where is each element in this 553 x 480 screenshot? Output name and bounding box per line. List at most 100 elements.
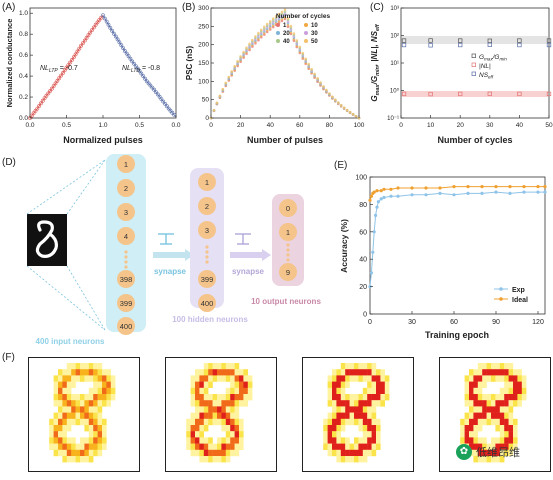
heatmap-cell: [473, 425, 478, 432]
panel-a-point: [93, 22, 98, 27]
heatmap-cell: [230, 375, 235, 382]
panel-e-line-exp: [369, 191, 545, 287]
heatmap-cell: [504, 406, 509, 413]
panel-b-point: [236, 59, 239, 63]
heatmap-cell: [473, 412, 478, 419]
heatmap-cell: [221, 443, 226, 450]
heatmap-cell: [340, 387, 346, 395]
panel-b-ytick: 100: [198, 78, 209, 85]
panel-e-point: [424, 186, 428, 190]
panel-b-legend-label: 20: [283, 31, 290, 37]
heatmap-cell: [367, 406, 372, 413]
heatmap-cell: [75, 394, 81, 401]
panel-a-point: [70, 58, 74, 62]
panel-e-point: [480, 191, 484, 195]
heatmap-cell: [473, 449, 478, 457]
panel-a-point: [37, 104, 42, 108]
heatmap-cell: [380, 400, 385, 407]
heatmap-cell: [464, 412, 470, 419]
heatmap-cell: [225, 449, 231, 457]
heatmap-cell: [504, 369, 509, 376]
heatmap-cell: [217, 443, 222, 450]
heatmap-cell: [230, 400, 235, 407]
heatmap-cell: [97, 375, 103, 382]
heatmap-cell: [371, 443, 377, 450]
panel-c-ytick: 10⁻¹: [387, 116, 399, 122]
heatmap-cell: [195, 381, 200, 388]
panel-c-ytick: 10¹: [390, 61, 399, 67]
panel-a-point: [124, 51, 129, 56]
panel-b-point: [280, 10, 284, 14]
heatmap-cell: [53, 449, 59, 457]
heatmap-cell: [336, 375, 341, 382]
input-node-label: 1: [124, 160, 128, 169]
heatmap-cell: [225, 412, 231, 419]
panel-a-point: [62, 68, 67, 73]
heatmap-cell: [102, 418, 107, 426]
heatmap-cell: [362, 449, 368, 457]
heatmap-cell: [491, 406, 496, 413]
heatmap-cell: [354, 456, 359, 463]
panel-b-point: [239, 55, 242, 58]
heatmap-cell: [58, 437, 63, 444]
heatmap-cell: [203, 394, 209, 401]
hidden-node: [198, 221, 216, 239]
heatmap-cell: [212, 443, 218, 450]
heatmap-cell: [225, 375, 231, 382]
heatmap-cell: [469, 406, 474, 413]
heatmap-cell: [225, 443, 231, 450]
heatmap-cell: [199, 381, 204, 388]
heatmap-cell: [203, 369, 209, 376]
heatmap-cell: [358, 375, 363, 382]
panel-b-point: [289, 24, 293, 28]
panel-b-point: [345, 108, 349, 112]
heatmap-cell: [491, 394, 496, 401]
heatmap-cell: [482, 412, 487, 419]
heatmap-cell: [380, 381, 385, 388]
panel-b-point: [265, 22, 269, 26]
heatmap-cell: [221, 425, 226, 432]
panel-b-point: [257, 31, 260, 35]
heatmap-cell: [239, 400, 244, 407]
heatmap-cell: [217, 394, 222, 401]
panel-a-point: [172, 113, 177, 117]
heatmap-cell: [513, 369, 518, 376]
heatmap-cell: [499, 431, 505, 438]
panel-b-xtick: 60: [296, 122, 304, 129]
heatmap-cell: [58, 443, 63, 450]
heatmap-cell: [508, 400, 514, 407]
panel-b-legend-marker: [276, 39, 280, 43]
panel-a-point: [42, 96, 47, 101]
heatmap-cell: [97, 443, 103, 450]
heatmap-cell: [75, 375, 81, 382]
panel-a-point: [46, 91, 51, 96]
heatmap-cell: [230, 443, 235, 450]
panel-a-ylabel: Normalized conductance: [5, 19, 14, 108]
panel-b-point: [271, 17, 275, 21]
heatmap-cell: [508, 449, 514, 457]
heatmap-cell: [504, 449, 509, 457]
panel-b-point: [292, 32, 296, 35]
heatmap-cell: [499, 369, 505, 376]
panel-a-point: [101, 13, 105, 18]
heatmap-cell: [340, 418, 346, 426]
panel-a-point: [104, 19, 109, 24]
heatmap-cell: [469, 437, 474, 444]
heatmap-cell: [217, 456, 222, 463]
panel-c-ylabel: Gmax/Gmin, |NL|, NSeff: [370, 23, 381, 101]
panel-a-point: [137, 69, 142, 73]
heatmap-cell: [62, 425, 67, 432]
heatmap-cell: [208, 406, 213, 413]
heatmap-cell: [349, 400, 355, 407]
heatmap-cell: [336, 387, 341, 395]
panel-a-point: [48, 89, 53, 93]
heatmap-cell: [499, 406, 505, 413]
panel-a-point: [110, 28, 115, 33]
panel-a-point: [81, 41, 85, 46]
panel-a-ytick: 0.0: [19, 115, 28, 122]
hidden-node: [198, 173, 216, 191]
heatmap-cell: [504, 412, 509, 419]
heatmap-cell: [491, 412, 496, 419]
heatmap-cell: [80, 375, 85, 382]
heatmap-cell: [49, 437, 54, 444]
